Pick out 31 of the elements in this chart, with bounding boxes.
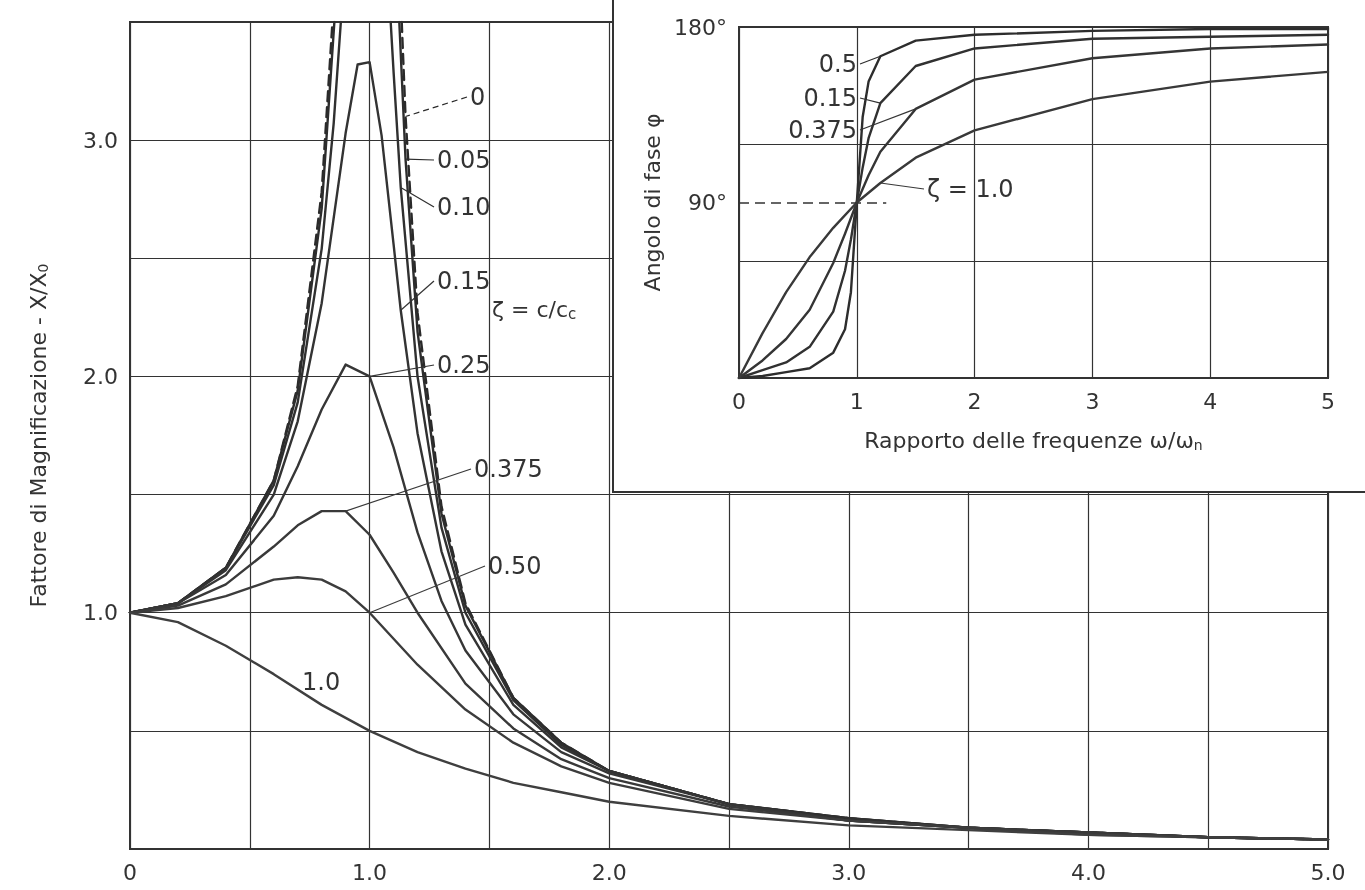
legend-label: 0.5 <box>818 50 857 78</box>
x-tick-label: 4 <box>1203 388 1218 414</box>
y-tick-label: 1.0 <box>83 600 118 626</box>
x-tick-label: 4.0 <box>1070 859 1106 885</box>
legend-label: 0 <box>470 83 486 111</box>
legend-label: 0.375 <box>788 116 857 144</box>
y-axis-title: Fattore di Magnificazione - X/X0 <box>25 263 51 608</box>
x-tick-label: 3 <box>1085 388 1100 414</box>
series-label: ζ = 1.0 <box>927 175 1014 203</box>
legend-label: 0.15 <box>803 84 857 112</box>
x-tick-label: 2.0 <box>591 859 627 885</box>
y-tick-label: 180° <box>674 14 727 40</box>
series-label: 1.0 <box>302 668 341 696</box>
x-tick-label: 5.0 <box>1310 859 1346 885</box>
x-tick-label: 0 <box>123 859 137 885</box>
text: 0.50 <box>488 552 542 580</box>
legend-label: 0.05 <box>437 146 491 174</box>
legend-label: 0.10 <box>437 193 491 221</box>
legend-label: 0.15 <box>437 267 491 295</box>
x-tick-label: 1.0 <box>352 859 388 885</box>
x-tick-label: 2 <box>967 388 982 414</box>
y-tick-label: 3.0 <box>83 127 118 153</box>
y-tick-label: 2.0 <box>83 363 118 389</box>
legend-label: 0.25 <box>437 351 491 379</box>
y-tick-label: 90° <box>688 190 727 215</box>
x-tick-label: 0 <box>732 388 746 414</box>
x-axis-title: Rapporto delle frequenze ω/ωn <box>864 427 1203 453</box>
x-tick-label: 3.0 <box>831 859 867 885</box>
x-tick-label: 1 <box>849 388 864 414</box>
y-axis-title: Angolo di fase φ <box>639 113 665 292</box>
x-tick-label: 5 <box>1321 388 1335 414</box>
